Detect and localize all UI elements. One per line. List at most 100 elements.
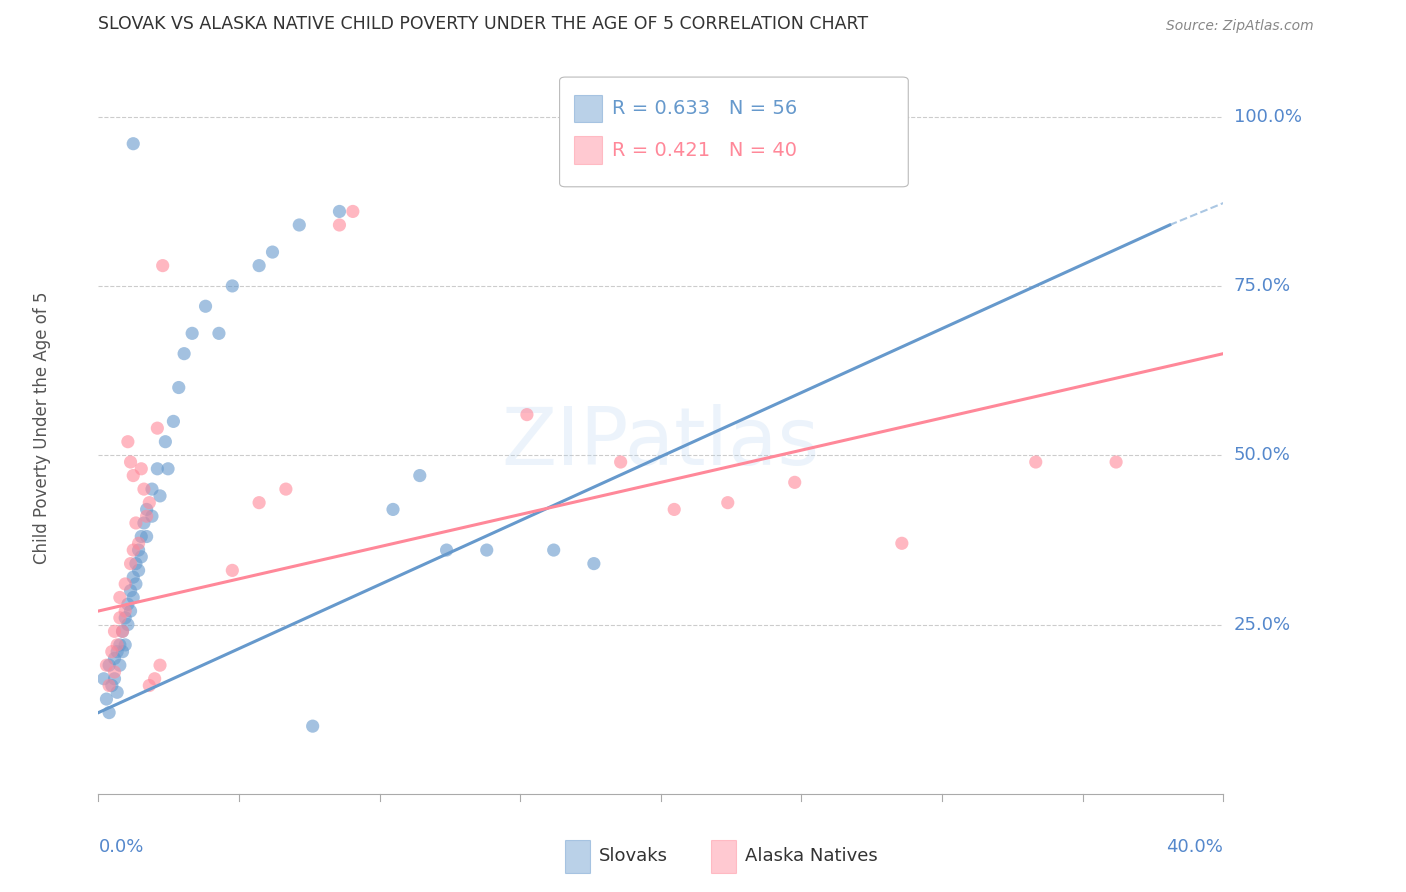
Point — [108, 591, 131, 605]
Point — [120, 583, 142, 598]
Point — [103, 672, 125, 686]
Point — [1025, 455, 1047, 469]
Point — [436, 543, 458, 558]
Point — [149, 489, 172, 503]
Point — [138, 496, 160, 510]
Point — [609, 455, 631, 469]
Point — [120, 557, 142, 571]
Point — [114, 638, 136, 652]
Point — [125, 557, 148, 571]
Point — [342, 204, 364, 219]
Point — [105, 685, 128, 699]
Point — [274, 482, 297, 496]
Point — [98, 658, 121, 673]
Point — [703, 144, 725, 158]
Point — [103, 624, 125, 639]
Text: Slovaks: Slovaks — [599, 847, 668, 865]
Point — [162, 414, 184, 428]
Point — [105, 645, 128, 659]
Point — [247, 259, 270, 273]
Point — [98, 706, 121, 720]
Point — [128, 563, 150, 577]
Point — [114, 577, 136, 591]
Point — [132, 516, 155, 530]
Text: 40.0%: 40.0% — [1167, 838, 1223, 855]
Point — [135, 509, 157, 524]
Point — [117, 434, 139, 449]
Point — [129, 529, 152, 543]
Text: Child Poverty Under the Age of 5: Child Poverty Under the Age of 5 — [34, 292, 51, 565]
Point — [108, 658, 131, 673]
Point — [117, 597, 139, 611]
Point — [98, 679, 121, 693]
Point — [221, 563, 243, 577]
Point — [157, 462, 180, 476]
Text: Alaska Natives: Alaska Natives — [745, 847, 877, 865]
Point — [301, 719, 323, 733]
Point — [717, 496, 740, 510]
Point — [108, 611, 131, 625]
Point — [128, 543, 150, 558]
Text: Source: ZipAtlas.com: Source: ZipAtlas.com — [1166, 20, 1313, 33]
Point — [262, 245, 284, 260]
Point — [141, 482, 163, 496]
Point — [122, 543, 145, 558]
Text: 75.0%: 75.0% — [1234, 277, 1291, 295]
Point — [167, 380, 190, 394]
Point — [149, 658, 172, 673]
FancyBboxPatch shape — [711, 839, 737, 872]
Point — [543, 543, 565, 558]
Point — [117, 617, 139, 632]
Point — [221, 279, 243, 293]
Point — [114, 611, 136, 625]
Point — [146, 421, 169, 435]
Point — [382, 502, 405, 516]
Text: SLOVAK VS ALASKA NATIVE CHILD POVERTY UNDER THE AGE OF 5 CORRELATION CHART: SLOVAK VS ALASKA NATIVE CHILD POVERTY UN… — [98, 15, 869, 33]
FancyBboxPatch shape — [574, 95, 602, 122]
Point — [125, 516, 148, 530]
Point — [111, 624, 134, 639]
Point — [96, 658, 118, 673]
Point — [155, 434, 177, 449]
Point — [122, 591, 145, 605]
Point — [409, 468, 432, 483]
Point — [122, 136, 145, 151]
Point — [103, 651, 125, 665]
Point — [208, 326, 231, 341]
Text: R = 0.633   N = 56: R = 0.633 N = 56 — [613, 99, 797, 118]
Point — [129, 549, 152, 564]
Point — [247, 496, 270, 510]
Point — [120, 455, 142, 469]
Text: ZIPatlas: ZIPatlas — [502, 404, 820, 482]
Point — [146, 462, 169, 476]
Point — [152, 259, 174, 273]
Point — [664, 502, 686, 516]
Point — [101, 679, 124, 693]
Point — [582, 557, 605, 571]
Point — [111, 624, 134, 639]
Point — [93, 672, 115, 686]
Point — [890, 536, 912, 550]
Point — [128, 536, 150, 550]
Point — [181, 326, 204, 341]
FancyBboxPatch shape — [560, 77, 908, 186]
Point — [120, 604, 142, 618]
Point — [101, 645, 124, 659]
Point — [783, 475, 806, 490]
Point — [129, 462, 152, 476]
Point — [143, 672, 166, 686]
Point — [122, 468, 145, 483]
Point — [108, 638, 131, 652]
Point — [138, 679, 160, 693]
Point — [516, 408, 538, 422]
Point — [122, 570, 145, 584]
Text: 100.0%: 100.0% — [1234, 108, 1302, 126]
FancyBboxPatch shape — [574, 136, 602, 164]
Point — [328, 218, 350, 232]
Point — [103, 665, 125, 679]
Point — [328, 204, 350, 219]
Point — [105, 638, 128, 652]
Text: 0.0%: 0.0% — [98, 838, 143, 855]
Point — [125, 577, 148, 591]
Point — [475, 543, 498, 558]
